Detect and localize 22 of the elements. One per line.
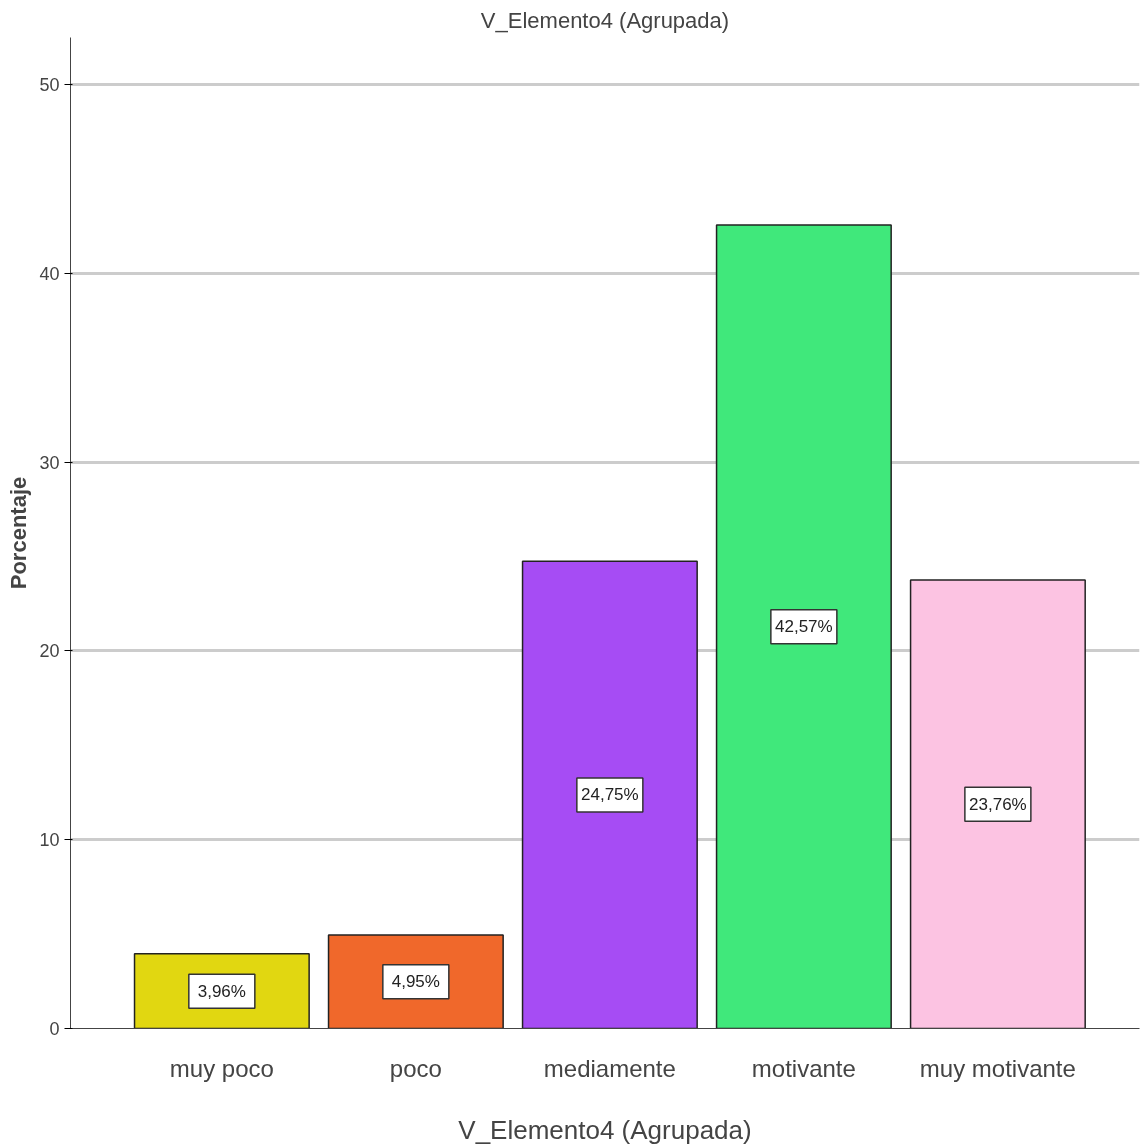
chart-title: V_Elemento4 (Agrupada) <box>480 7 730 33</box>
y-axis-title: Porcentaje <box>6 476 32 590</box>
bar <box>715 224 892 1029</box>
y-tick-label: 40 <box>39 263 60 284</box>
y-tick-label: 20 <box>39 641 60 662</box>
x-tick-label: mediamente <box>543 1054 676 1082</box>
bar <box>521 560 698 1029</box>
x-tick-label: muy motivante <box>919 1054 1076 1082</box>
data-label: 4,95% <box>391 972 440 992</box>
x-tick-label: poco <box>389 1054 442 1082</box>
x-tick-label: motivante <box>751 1054 856 1082</box>
data-label: 23,76% <box>969 794 1027 814</box>
data-label: 24,75% <box>581 785 639 805</box>
data-label: 42,57% <box>775 617 833 637</box>
y-tick-label: 50 <box>39 75 60 96</box>
y-tick-label: 0 <box>49 1019 60 1039</box>
bar <box>909 579 1086 1029</box>
x-tick-label: muy poco <box>169 1054 274 1082</box>
y-tick-label: 10 <box>39 830 60 851</box>
data-label: 3,96% <box>197 981 246 1001</box>
y-tick-label: 30 <box>39 452 60 473</box>
x-axis-title: V_Elemento4 (Agrupada) <box>458 1114 752 1145</box>
